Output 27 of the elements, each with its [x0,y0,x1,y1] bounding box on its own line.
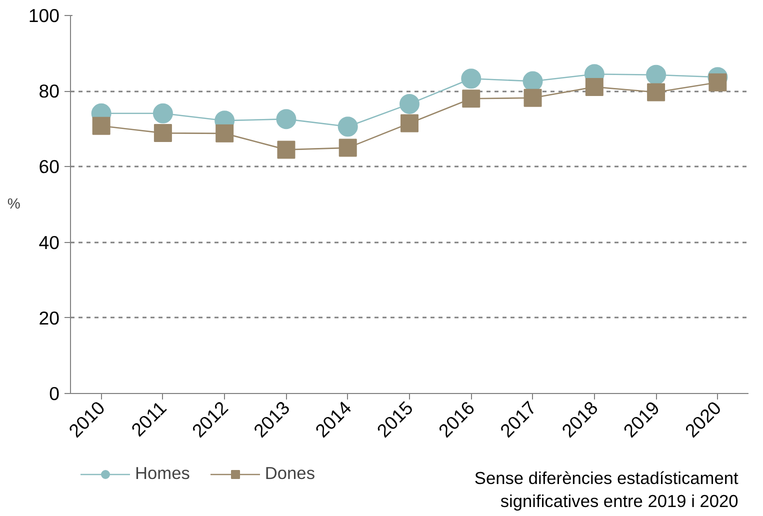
y-axis-title: % [7,196,20,212]
point [154,124,172,142]
y-tick-label: 40 [38,232,60,253]
y-tick-label: 80 [38,80,60,102]
point [216,124,234,142]
point [400,114,418,132]
point [708,73,727,92]
point [276,109,296,130]
point [92,116,110,135]
point [400,94,420,114]
y-tick-label: 60 [38,156,60,178]
point [647,83,666,102]
point [461,68,482,89]
y-tick-label: 100 [28,5,60,26]
point [585,78,604,96]
point [462,90,480,108]
y-tick-label: 20 [38,307,60,328]
point [646,64,666,85]
text: Sense diferències estadísticament significatives entre 2019 i 2020 [474,468,739,512]
legend-label: Dones [264,463,315,484]
point [277,140,296,159]
point [152,103,173,124]
point [338,116,358,137]
point [338,138,357,157]
legend-label: Homes [135,463,190,484]
point [524,88,542,107]
y-tick-label: 0 [49,383,60,404]
